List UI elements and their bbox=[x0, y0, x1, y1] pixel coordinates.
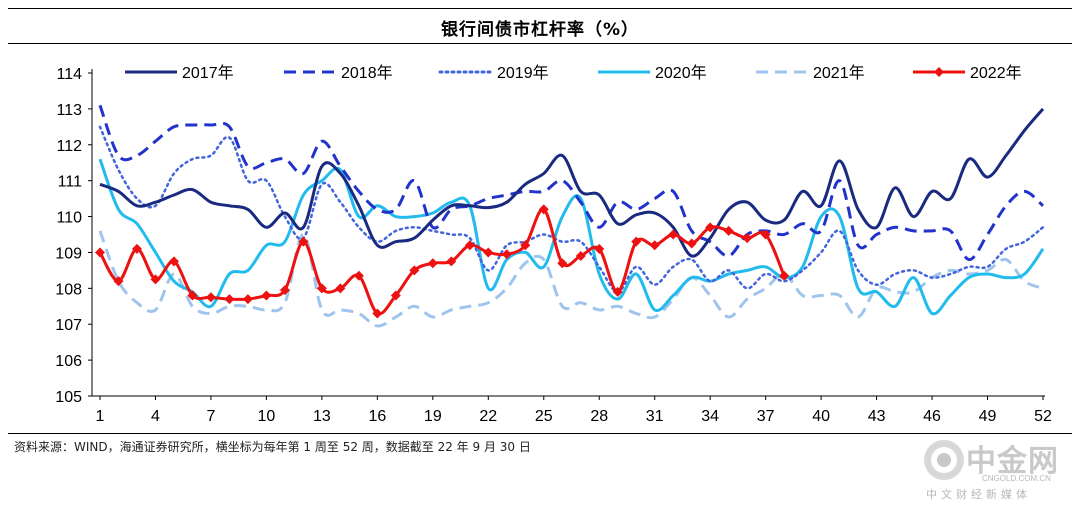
data-point-marker bbox=[427, 258, 438, 269]
footer-divider bbox=[8, 433, 1072, 434]
data-point-marker bbox=[723, 225, 734, 236]
x-tick-label: 7 bbox=[206, 408, 215, 425]
title-bar: 银行间债市杠杆率（%） bbox=[8, 8, 1072, 44]
x-tick-label: 28 bbox=[590, 408, 608, 425]
x-tick-label: 25 bbox=[535, 408, 553, 425]
data-point-marker bbox=[501, 249, 512, 260]
data-point-marker bbox=[612, 286, 623, 297]
legend-label: 2022年 bbox=[970, 64, 1022, 82]
x-tick-label: 31 bbox=[646, 408, 664, 425]
data-point-marker bbox=[520, 240, 531, 251]
series-line-2017 bbox=[99, 107, 1045, 258]
x-tick-label: 19 bbox=[424, 408, 442, 425]
series-line-2021 bbox=[98, 230, 1044, 328]
y-tick-label: 108 bbox=[55, 281, 82, 298]
data-point-marker bbox=[261, 290, 272, 301]
y-tick-label: 106 bbox=[55, 353, 82, 370]
y-tick-label: 111 bbox=[58, 174, 82, 191]
data-point-marker bbox=[557, 258, 568, 269]
data-point-marker bbox=[779, 270, 790, 281]
data-point-marker bbox=[390, 290, 401, 301]
y-tick-label: 110 bbox=[56, 210, 82, 227]
chart-title: 银行间债市杠杆率（%） bbox=[440, 20, 640, 40]
legend-marker bbox=[934, 67, 944, 77]
data-point-marker bbox=[483, 247, 494, 258]
x-tick-label: 46 bbox=[923, 408, 941, 425]
data-point-marker bbox=[538, 204, 549, 215]
data-point-marker bbox=[372, 308, 383, 319]
x-tick-label: 16 bbox=[368, 408, 386, 425]
y-tick-label: 107 bbox=[55, 317, 82, 334]
legend-label: 2019年 bbox=[497, 64, 549, 82]
source-note: 资料来源：WIND，海通证券研究所，横坐标为每年第 1 周至 52 周，数据截至… bbox=[14, 440, 531, 454]
data-point-marker bbox=[131, 243, 142, 254]
x-tick-label: 49 bbox=[979, 408, 997, 425]
data-point-marker bbox=[335, 283, 346, 294]
watermark-name: 中金网 bbox=[966, 444, 1059, 479]
data-point-marker bbox=[353, 270, 364, 281]
data-point-marker bbox=[409, 265, 420, 276]
data-point-marker bbox=[187, 290, 198, 301]
x-tick-label: 37 bbox=[757, 408, 775, 425]
data-point-marker bbox=[760, 229, 771, 240]
legend-label: 2017年 bbox=[182, 64, 234, 82]
watermark-sub: 中文财经新媒体 bbox=[926, 488, 1031, 501]
legend: 2017年 2018年 2019年 2020年 2021年 2022年 bbox=[125, 64, 1022, 82]
y-tick-label: 113 bbox=[56, 102, 82, 119]
data-point-marker bbox=[705, 222, 716, 233]
series-line-2022 bbox=[98, 207, 786, 316]
plot-frame bbox=[91, 69, 1045, 397]
watermark-domain: CNGOLD.COM.CN bbox=[982, 474, 1051, 483]
data-point-marker bbox=[224, 294, 235, 305]
data-point-marker bbox=[649, 240, 660, 251]
y-tick-label: 105 bbox=[55, 389, 82, 406]
data-point-marker bbox=[631, 236, 642, 247]
y-axis: 105 106 107 108 109 110 111 112 113 114 bbox=[55, 66, 92, 406]
x-tick-label: 40 bbox=[812, 408, 830, 425]
x-tick-label: 34 bbox=[701, 408, 719, 425]
x-tick-label: 22 bbox=[479, 408, 497, 425]
x-tick-label: 13 bbox=[313, 408, 331, 425]
data-point-marker bbox=[205, 292, 216, 303]
data-point-marker bbox=[298, 236, 309, 247]
data-point-marker bbox=[742, 233, 753, 244]
x-axis: 1 4 7 10 13 16 19 22 25 28 31 34 37 40 43 46 49 52 bbox=[96, 396, 1052, 425]
data-point-marker bbox=[446, 256, 457, 267]
y-tick-label: 109 bbox=[55, 245, 82, 262]
x-tick-label: 43 bbox=[868, 408, 886, 425]
x-tick-label: 52 bbox=[1034, 408, 1052, 425]
x-tick-label: 1 bbox=[96, 408, 105, 425]
series-layer bbox=[95, 104, 1045, 328]
data-point-marker bbox=[316, 283, 327, 294]
legend-label: 2021年 bbox=[813, 64, 865, 82]
data-point-marker bbox=[575, 251, 586, 262]
data-point-marker bbox=[464, 240, 475, 251]
legend-label: 2018年 bbox=[341, 64, 393, 82]
data-point-marker bbox=[686, 238, 697, 249]
watermark: 中金网 CNGOLD.COM.CN 中文财经新媒体 bbox=[922, 436, 1072, 502]
series-line-2019 bbox=[98, 125, 1045, 294]
y-tick-label: 112 bbox=[56, 138, 82, 155]
series-line-2020 bbox=[98, 158, 1045, 316]
data-point-marker bbox=[668, 229, 679, 240]
data-point-marker bbox=[594, 243, 605, 254]
watermark-logo-icon bbox=[924, 440, 964, 480]
x-tick-label: 4 bbox=[151, 408, 160, 425]
data-point-marker bbox=[113, 276, 124, 287]
data-point-marker bbox=[95, 247, 105, 258]
data-point-marker bbox=[168, 256, 179, 267]
y-tick-label: 114 bbox=[56, 66, 82, 83]
data-point-marker bbox=[242, 294, 253, 305]
legend-label: 2020年 bbox=[655, 64, 707, 82]
data-point-marker bbox=[279, 285, 290, 296]
series-line-2018 bbox=[98, 104, 1045, 262]
x-tick-label: 10 bbox=[258, 408, 276, 425]
data-point-marker bbox=[150, 274, 161, 285]
